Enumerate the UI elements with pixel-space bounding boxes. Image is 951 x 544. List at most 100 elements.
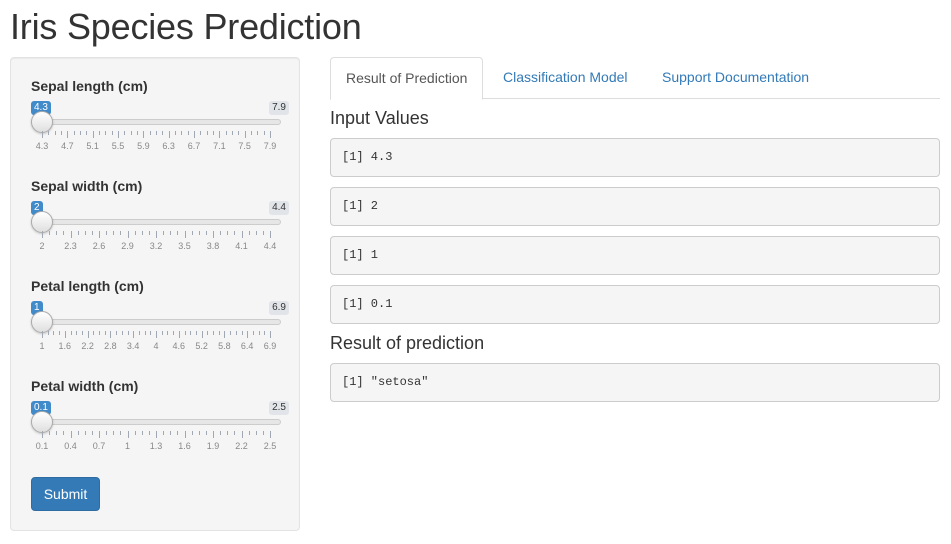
slider-tick-minor	[84, 231, 86, 235]
slider-track[interactable]	[31, 319, 281, 325]
slider-tick-minor	[263, 131, 265, 135]
slider-tick-minor	[113, 231, 115, 235]
slider-tick-labels: 0.1 0.4 0.7 1 1.3 1.6 1.9 2.2 2.5	[36, 441, 277, 453]
slider-tick-minor	[81, 331, 83, 335]
input-value-output: [1] 0.1	[330, 285, 940, 324]
slider-tick-label: 3.8	[206, 241, 220, 251]
slider-tick-minor	[156, 131, 157, 135]
slider-handle[interactable]	[31, 311, 53, 333]
tab-classification-model[interactable]: Classification Model	[503, 69, 628, 85]
slider-tick-label: 1.6	[58, 341, 72, 351]
slider-tick-minor	[262, 231, 264, 235]
slider-tick-minor	[218, 331, 220, 335]
result-heading: Result of prediction	[330, 333, 485, 353]
slider-tick-major	[99, 231, 100, 238]
slider-tick-minor	[255, 431, 257, 435]
slider-tick-minor	[173, 331, 175, 335]
slider-tick-minor	[137, 131, 138, 135]
slider-tick-major	[70, 231, 72, 238]
tab-result-of-prediction[interactable]: Result of Prediction	[330, 57, 484, 100]
submit-button[interactable]: Submit	[31, 477, 100, 511]
slider-tick-minor	[184, 331, 186, 335]
slider-track[interactable]	[31, 219, 281, 225]
slider-tick-major	[241, 231, 243, 238]
slider-tick-major	[168, 131, 170, 138]
slider-handle[interactable]	[31, 411, 53, 433]
slider-ticks	[42, 131, 271, 139]
slider-tick-major	[178, 331, 180, 338]
slider-tick-minor	[161, 331, 163, 335]
slider-tick-label: 1.9	[206, 441, 220, 451]
slider-tick-minor	[47, 331, 49, 335]
slider-tick-labels: 4.3 4.7 5.1 5.5 5.9 6.3 6.7 7.1 7.5 7.9	[36, 141, 277, 153]
slider-tick-minor	[195, 331, 197, 335]
slider-sepal-width[interactable]: Sepal width (cm) 2 4.4 2 2.3 2.6 2.9 3.2 3.5 3…	[31, 178, 289, 268]
slider-tick-minor	[234, 231, 236, 235]
slider-tick-label: 0.7	[92, 441, 106, 451]
slider-tick-minor	[73, 131, 75, 135]
slider-petal-width[interactable]: Petal width (cm) 0.1 2.5 0.1 0.4 0.7 1 1.3 1.…	[31, 378, 289, 468]
slider-tick-minor	[56, 231, 58, 235]
slider-tick-label: 6.3	[162, 141, 175, 151]
slider-tick-label: 2.3	[64, 241, 77, 251]
slider-tick-minor	[148, 231, 150, 235]
slider-tick-label: 7.9	[263, 141, 277, 151]
slider-tick-minor	[61, 131, 62, 135]
slider-sepal-length[interactable]: Sepal length (cm) 4.3 7.9 4.3 4.7 5.1 5.5 5.…	[31, 78, 289, 168]
slider-handle[interactable]	[31, 211, 53, 233]
slider-handle[interactable]	[31, 111, 53, 133]
slider-label: Petal width (cm)	[31, 378, 139, 394]
slider-tick-label: 2.8	[104, 341, 117, 351]
tab-support-documentation[interactable]: Support Documentation	[662, 69, 810, 85]
slider-tick-minor	[148, 431, 150, 435]
slider-petal-length[interactable]: Petal length (cm) 1 6.9 1 1.6 2.2 2.8 3.4 4 4.…	[31, 278, 289, 368]
slider-tick-label: 6.4	[240, 341, 254, 351]
slider-tick-label: 2.2	[81, 341, 94, 351]
slider-tick-minor	[56, 431, 58, 435]
slider-tick-minor	[120, 231, 122, 235]
slider-tick-major	[184, 431, 186, 438]
slider-tick-minor	[163, 231, 165, 235]
slider-tick-label: 4.4	[263, 241, 277, 251]
slider-tick-minor	[116, 331, 118, 335]
slider-tick-minor	[99, 331, 100, 335]
slider-track[interactable]	[31, 419, 281, 425]
slider-max-badge: 7.9	[269, 101, 289, 115]
slider-tick-minor	[141, 231, 143, 235]
slider-tick-label: 6.9	[263, 341, 277, 351]
slider-tick-minor	[93, 331, 95, 335]
slider-tick-minor	[130, 131, 132, 135]
slider-tick-minor	[264, 331, 266, 335]
slider-tick-minor	[77, 431, 79, 435]
slider-tick-major	[156, 331, 157, 338]
slider-tick-minor	[63, 431, 65, 435]
slider-tick-minor	[91, 231, 93, 235]
slider-tick-major	[42, 231, 43, 238]
slider-tick-labels: 2 2.3 2.6 2.9 3.2 3.5 3.8 4.1 4.4	[39, 241, 276, 253]
slider-tick-major	[70, 431, 72, 438]
tab-bar: Result of Prediction Classification Mode…	[330, 57, 940, 100]
slider-tick-minor	[213, 131, 214, 135]
slider-tick-label: 2.6	[92, 241, 106, 251]
slider-tick-minor	[220, 431, 222, 435]
slider-track[interactable]	[31, 119, 281, 125]
slider-tick-minor	[190, 331, 192, 335]
slider-tick-minor	[49, 231, 51, 235]
slider-tick-major	[213, 231, 214, 238]
slider-tick-label: 4	[153, 341, 159, 351]
prediction-output: [1] "setosa"	[330, 363, 940, 402]
input-values-heading: Input Values	[330, 108, 429, 128]
slider-tick-minor	[162, 131, 164, 135]
slider-max-badge: 6.9	[269, 301, 289, 315]
slider-label: Sepal width (cm)	[31, 178, 143, 194]
slider-tick-label: 5.1	[86, 141, 99, 151]
slider-tick-minor	[120, 431, 122, 435]
slider-tick-major	[184, 231, 186, 238]
slider-tick-major	[42, 131, 43, 138]
slider-tick-label: 1.6	[178, 441, 191, 451]
slider-label: Sepal length (cm)	[31, 78, 148, 94]
slider-tick-label: 4.6	[172, 341, 186, 351]
slider-tick-minor	[200, 131, 202, 135]
slider-tick-label: 1	[39, 341, 45, 351]
slider-tick-minor	[150, 331, 152, 335]
